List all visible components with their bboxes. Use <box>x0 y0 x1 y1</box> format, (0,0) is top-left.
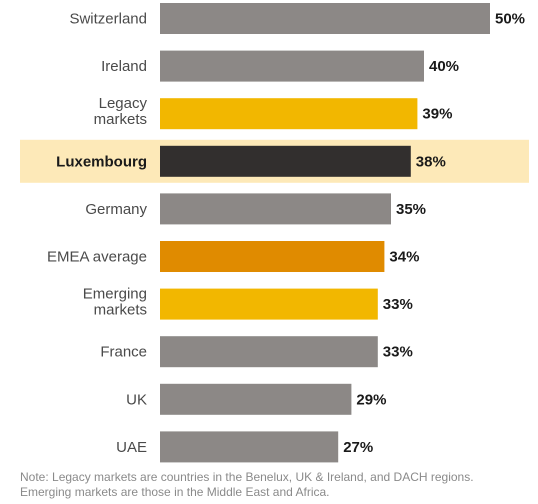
value-label-uk: 29% <box>356 391 386 408</box>
category-label-germany: Germany <box>85 201 147 218</box>
bar-emea-average <box>160 241 385 272</box>
bar-germany <box>160 193 391 225</box>
bar-uae <box>160 431 339 463</box>
category-label-emerging-markets: Emerging markets <box>83 286 147 319</box>
category-label-ireland: Ireland <box>101 58 147 75</box>
bar-ireland <box>160 50 424 82</box>
bar-emerging-markets <box>160 288 378 320</box>
category-label-uk: UK <box>126 391 147 408</box>
bar-chart: Switzerland 50% Ireland 40% Legacy markets 39%… <box>20 3 529 463</box>
value-label-legacy-markets: 39% <box>422 106 452 123</box>
value-label-emerging-markets: 33% <box>383 296 413 313</box>
footnote-line-1: Note: Legacy markets are countries in th… <box>20 470 474 484</box>
bar-switzerland <box>160 3 490 34</box>
category-label-luxembourg: Luxembourg <box>56 153 147 170</box>
value-label-switzerland: 50% <box>495 11 525 28</box>
category-label-france: France <box>100 344 147 361</box>
value-label-emea-average: 34% <box>389 249 419 266</box>
footnote: Note: Legacy markets are countries in th… <box>20 470 535 500</box>
bar-uk <box>160 383 352 415</box>
value-label-ireland: 40% <box>429 58 459 75</box>
category-label-emea-average: EMEA average <box>47 249 147 266</box>
footnote-line-2: Emerging markets are those in the Middle… <box>20 485 330 499</box>
category-label-legacy-markets: Legacy markets <box>94 95 148 128</box>
category-label-switzerland: Switzerland <box>69 11 147 28</box>
value-label-germany: 35% <box>396 201 426 218</box>
bar-luxembourg <box>160 145 411 177</box>
category-label-uae: UAE <box>116 439 147 456</box>
bar-france <box>160 336 378 368</box>
value-label-uae: 27% <box>343 439 373 456</box>
value-label-france: 33% <box>383 344 413 361</box>
bar-legacy-markets <box>160 98 418 130</box>
value-label-luxembourg: 38% <box>416 153 446 170</box>
